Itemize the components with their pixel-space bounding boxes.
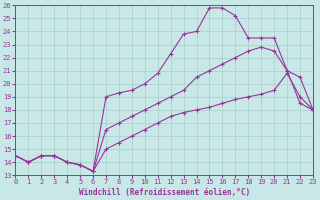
X-axis label: Windchill (Refroidissement éolien,°C): Windchill (Refroidissement éolien,°C)	[79, 188, 250, 197]
